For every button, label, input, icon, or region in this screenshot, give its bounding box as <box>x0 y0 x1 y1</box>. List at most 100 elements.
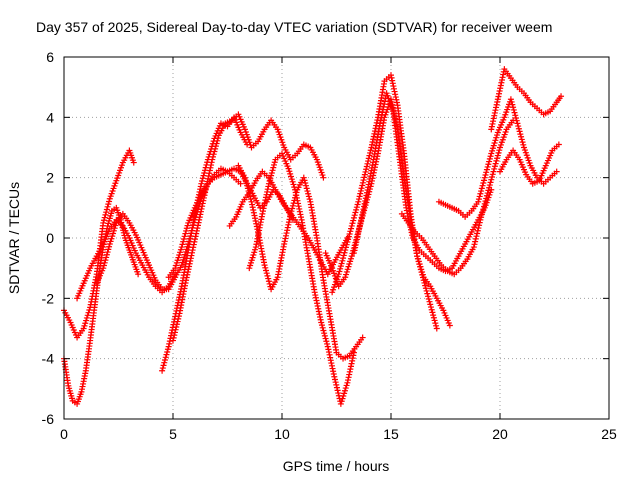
y-tick-label: 2 <box>46 170 54 186</box>
data-point <box>342 274 349 281</box>
data-point-interp <box>512 112 519 119</box>
data-point-interp <box>338 398 345 405</box>
data-point-interp <box>343 241 350 248</box>
series-sat-o <box>435 96 560 220</box>
data-point-interp <box>287 170 294 177</box>
data-point-interp <box>242 177 249 184</box>
data-point-interp <box>515 123 522 130</box>
data-point-interp <box>340 252 347 259</box>
y-tick-label: -4 <box>42 351 55 367</box>
series-sat-j <box>246 150 357 407</box>
data-point-interp <box>85 309 92 316</box>
data-point-interp <box>472 235 479 242</box>
data-point-interp <box>486 182 493 189</box>
data-point-interp <box>175 315 182 322</box>
data-point-interp <box>365 155 372 162</box>
data-point-interp <box>84 312 91 319</box>
data-point-interp <box>474 230 481 237</box>
data-point-interp <box>366 152 373 159</box>
data-point-interp <box>264 272 271 279</box>
data-point-interp <box>287 173 294 180</box>
data-point-interp <box>103 251 110 258</box>
data-point-interp <box>180 236 187 243</box>
data-point-interp <box>488 176 495 183</box>
data-point-interp <box>345 263 352 270</box>
y-tick-label: -6 <box>42 411 55 427</box>
data-point-interp <box>422 282 429 289</box>
data-point-interp <box>429 309 436 316</box>
data-point <box>558 93 565 100</box>
data-point-interp <box>81 322 88 329</box>
x-tick-label: 10 <box>274 426 290 442</box>
data-point-interp <box>421 279 428 286</box>
data-point-interp <box>339 257 346 264</box>
data-point-interp <box>426 298 433 305</box>
data-point <box>209 156 216 163</box>
data-point-interp <box>199 178 206 185</box>
data-point-interp <box>104 249 111 256</box>
data-point-interp <box>266 178 273 185</box>
data-point-interp <box>108 235 115 242</box>
data-point-interp <box>337 265 344 272</box>
data-point-interp <box>484 163 491 170</box>
data-point-interp <box>351 212 358 219</box>
data-point-interp <box>109 233 116 240</box>
data-point-interp <box>83 314 90 321</box>
data-point-interp <box>289 205 296 212</box>
data-point-interp <box>267 175 274 182</box>
data-point-interp <box>289 202 296 209</box>
x-tick-label: 0 <box>60 426 68 442</box>
data-point-interp <box>163 351 170 358</box>
data-point-interp <box>431 317 438 324</box>
data-point-interp <box>478 211 485 218</box>
data-point-interp <box>172 326 179 333</box>
data-point-interp <box>332 379 339 386</box>
data-point-interp <box>433 322 440 329</box>
data-point-interp <box>102 257 109 264</box>
data-point <box>198 180 205 187</box>
data-point-interp <box>347 228 354 235</box>
data-point-interp <box>492 160 499 167</box>
data-point-interp <box>428 306 435 313</box>
y-axis-label: SDTVAR / TECUs <box>6 182 22 294</box>
data-point <box>100 219 107 226</box>
data-point-interp <box>480 206 487 213</box>
data-point-interp <box>247 262 254 269</box>
data-point-interp <box>490 142 497 149</box>
data-point-interp <box>494 132 501 139</box>
data-point <box>420 277 427 284</box>
data-point-interp <box>355 196 362 203</box>
data-point-interp <box>289 178 296 185</box>
data-point-interp <box>288 208 295 215</box>
data-point-interp <box>478 185 485 192</box>
data-point-interp <box>480 180 487 187</box>
data-point-interp <box>479 208 486 215</box>
data-point <box>335 271 342 278</box>
data-point-interp <box>367 149 374 156</box>
data-point-interp <box>333 381 340 388</box>
data-point-interp <box>268 172 275 179</box>
data-point-interp <box>511 109 518 116</box>
y-tick-label: 0 <box>46 230 54 246</box>
data-point <box>300 174 307 181</box>
data-point-interp <box>211 148 218 155</box>
y-tick-label: 6 <box>46 49 54 65</box>
data-point-interp <box>306 196 313 203</box>
data-point-interp <box>160 362 167 369</box>
data-point <box>470 244 477 251</box>
data-point-interp <box>170 334 177 341</box>
data-point-interp <box>349 220 356 227</box>
data-point-interp <box>268 169 275 176</box>
data-point-interp <box>482 171 489 178</box>
data-point-interp <box>419 274 426 281</box>
series-sat-d <box>93 165 244 293</box>
data-point-interp <box>321 332 328 339</box>
data-point <box>359 334 366 341</box>
data-point-interp <box>251 249 258 256</box>
series-sat-g <box>170 111 327 344</box>
data-point-interp <box>489 145 496 152</box>
data-point-interp <box>519 139 526 146</box>
data-point-interp <box>179 241 186 248</box>
data-point-interp <box>343 382 350 389</box>
